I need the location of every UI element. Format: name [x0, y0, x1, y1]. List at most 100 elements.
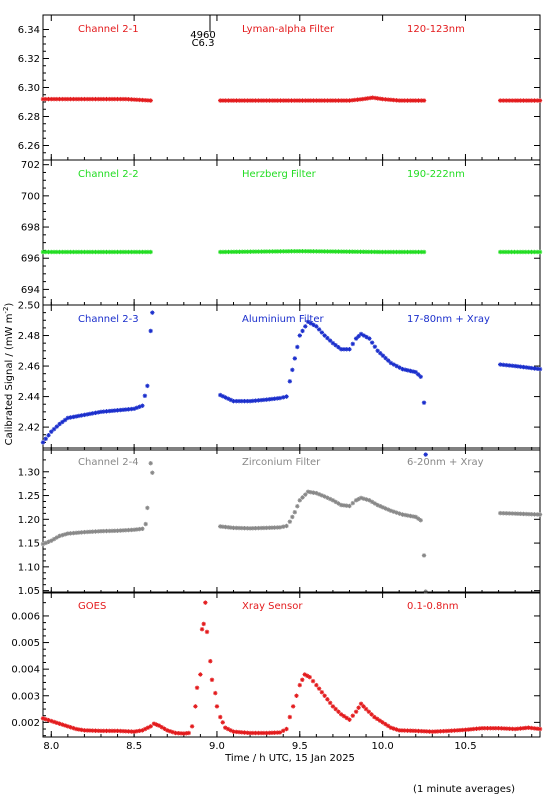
data-point	[79, 413, 84, 418]
data-point	[314, 324, 319, 329]
data-point	[272, 98, 278, 103]
data-point	[76, 413, 82, 419]
x-tick-label: 8.0	[43, 741, 59, 752]
data-point	[79, 96, 84, 102]
data-point	[399, 98, 405, 103]
data-point	[292, 509, 298, 515]
data-point	[319, 690, 325, 695]
data-point	[418, 374, 423, 379]
data-point	[423, 452, 428, 457]
data-point	[62, 417, 68, 423]
data-point	[294, 98, 300, 103]
data-point	[281, 395, 286, 400]
data-point	[60, 419, 65, 425]
y-tick-label: 1.20	[18, 515, 40, 526]
y-tick-label: 702	[21, 160, 40, 171]
y-axis-label: Calibrated Signal / (mW m-2)	[2, 303, 15, 446]
data-point	[339, 98, 344, 103]
data-point	[87, 411, 93, 417]
data-point	[327, 338, 333, 343]
data-point	[490, 726, 496, 731]
data-point	[43, 249, 48, 255]
data-point	[369, 499, 375, 505]
data-point	[68, 415, 73, 420]
data-point	[308, 98, 314, 103]
data-point	[287, 714, 293, 720]
data-point	[98, 249, 104, 255]
panel-band-label: 0.1-0.8nm	[407, 601, 459, 612]
data-point	[287, 519, 293, 524]
data-point	[509, 98, 515, 103]
data-point	[79, 249, 84, 255]
data-point	[43, 436, 48, 442]
data-point	[145, 249, 151, 255]
data-point	[498, 362, 503, 367]
data-point	[322, 333, 327, 338]
data-point	[361, 704, 366, 709]
data-point	[148, 98, 153, 103]
y-tick-label: 6.34	[18, 25, 40, 36]
y-tick-label: 1.10	[18, 562, 40, 573]
data-point	[410, 514, 416, 519]
data-point	[330, 340, 336, 346]
data-point	[363, 706, 369, 712]
data-point	[327, 700, 333, 706]
panel-band-label: 17-80nm + Xray	[407, 314, 490, 325]
data-point	[523, 249, 528, 255]
data-point	[208, 658, 213, 664]
data-point	[479, 726, 485, 731]
data-point	[96, 410, 101, 415]
data-point	[300, 495, 305, 500]
data-point	[148, 461, 153, 466]
data-point	[150, 310, 155, 315]
x-tick-label: 9.0	[209, 741, 225, 752]
data-point	[297, 498, 302, 503]
x-tick-label: 10.5	[454, 741, 476, 752]
data-point	[214, 704, 220, 709]
data-point	[93, 249, 98, 255]
y-tick-label: 696	[21, 254, 40, 265]
data-point	[145, 383, 150, 389]
data-point	[284, 726, 289, 732]
data-point	[71, 414, 76, 420]
data-point	[369, 712, 374, 717]
panel-filter-label: Herzberg Filter	[242, 169, 317, 180]
data-point	[369, 340, 375, 345]
data-point	[319, 330, 325, 335]
data-point	[65, 96, 71, 102]
data-point	[523, 365, 529, 370]
x-tick-label: 8.5	[126, 741, 142, 752]
data-point	[537, 366, 543, 372]
data-point	[129, 249, 134, 255]
data-point	[109, 728, 115, 734]
y-tick-label: 2.42	[18, 423, 40, 434]
data-point	[316, 686, 322, 691]
y-axis-label-close: )	[4, 303, 15, 307]
footer-note: (1 minute averages)	[413, 784, 515, 795]
x-tick-label: 9.5	[292, 741, 308, 752]
data-point	[421, 249, 427, 255]
data-point	[234, 398, 239, 404]
data-point	[126, 249, 131, 255]
data-point	[295, 504, 300, 509]
y-tick-label: 0.003	[11, 691, 40, 702]
data-point	[325, 335, 330, 341]
data-point	[303, 324, 308, 329]
data-point	[140, 526, 145, 532]
y-axis-label-sup: -2	[2, 307, 10, 314]
panel-band-label: 6-20nm + Xray	[407, 457, 484, 468]
panel-2: 694 696 698 700 702 Channel 2-2 Herzberg Filte…	[21, 159, 543, 306]
data-point	[198, 672, 203, 677]
data-point	[90, 411, 95, 416]
data-point	[307, 674, 312, 680]
data-point	[418, 518, 423, 523]
data-point	[421, 98, 427, 103]
y-tick-label: 2.48	[18, 331, 40, 342]
data-point	[284, 523, 289, 529]
data-point	[40, 249, 46, 255]
data-point	[347, 503, 352, 509]
data-point	[325, 697, 330, 702]
data-point	[413, 249, 418, 255]
data-point	[40, 96, 46, 102]
data-point	[314, 682, 319, 688]
